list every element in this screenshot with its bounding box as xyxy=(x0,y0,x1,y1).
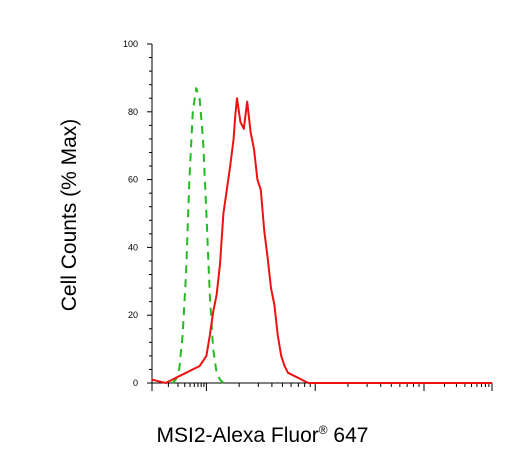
x-axis-label-suffix: 647 xyxy=(327,424,369,447)
x-axis-label-main: MSI2-Alexa Fluor xyxy=(156,424,319,447)
y-tick-label: 60 xyxy=(128,175,138,185)
y-tick-label: 100 xyxy=(123,39,138,49)
y-tick-label: 20 xyxy=(128,310,138,320)
y-tick-label: 40 xyxy=(128,242,138,252)
series-layer xyxy=(151,87,492,384)
isotype-control-histogram-line xyxy=(171,87,225,384)
axes xyxy=(151,44,492,384)
x-axis-label-registered: ® xyxy=(318,423,328,437)
y-axis-ticks: 0 20 40 60 80 100 xyxy=(123,39,152,388)
y-tick-label: 80 xyxy=(128,107,138,117)
msi2-histogram-line xyxy=(151,97,492,384)
x-axis-ticks xyxy=(151,383,493,391)
y-tick-label: 0 xyxy=(133,378,138,388)
x-axis-label: MSI2-Alexa Fluor® 647 xyxy=(0,423,525,448)
